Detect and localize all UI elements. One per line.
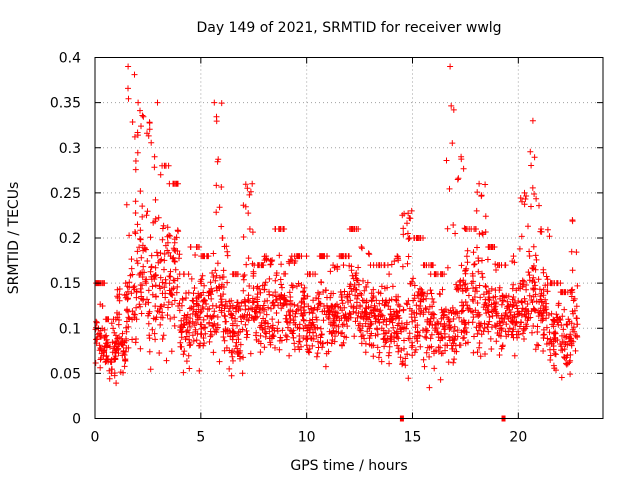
- axis-tick-labels: 0 0.05 0.1 0.15 0.2 0.25 0.3 0.35 0.4 0 5 10 15 20: [50, 51, 527, 446]
- data-points: [92, 63, 581, 391]
- axis-ticks: [94, 57, 603, 419]
- y-tick-label: 0.1: [59, 321, 81, 337]
- scatter-point-markers: [92, 63, 581, 391]
- y-tick-label: 0.05: [50, 366, 81, 382]
- y-axis-label: SRMTID / TECUs: [6, 182, 22, 295]
- y-tick-label: 0.2: [59, 231, 81, 247]
- x-tick-label: 10: [298, 430, 316, 446]
- grid-lines: [95, 57, 603, 419]
- y-tick-label: 0.15: [50, 276, 81, 292]
- x-tick-label: 5: [196, 430, 205, 446]
- y-tick-label: 0.3: [59, 141, 81, 157]
- chart-title: Day 149 of 2021, SRMTID for receiver wwl…: [196, 20, 501, 36]
- y-tick-label: 0.4: [59, 51, 81, 67]
- x-tick-label: 15: [404, 430, 422, 446]
- y-tick-label: 0.35: [50, 96, 81, 112]
- x-tick-label: 20: [509, 430, 527, 446]
- x-axis-label: GPS time / hours: [290, 458, 407, 474]
- y-tick-label: 0.25: [50, 186, 81, 202]
- x-tick-label: 0: [91, 430, 100, 446]
- y-tick-label: 0: [72, 412, 81, 428]
